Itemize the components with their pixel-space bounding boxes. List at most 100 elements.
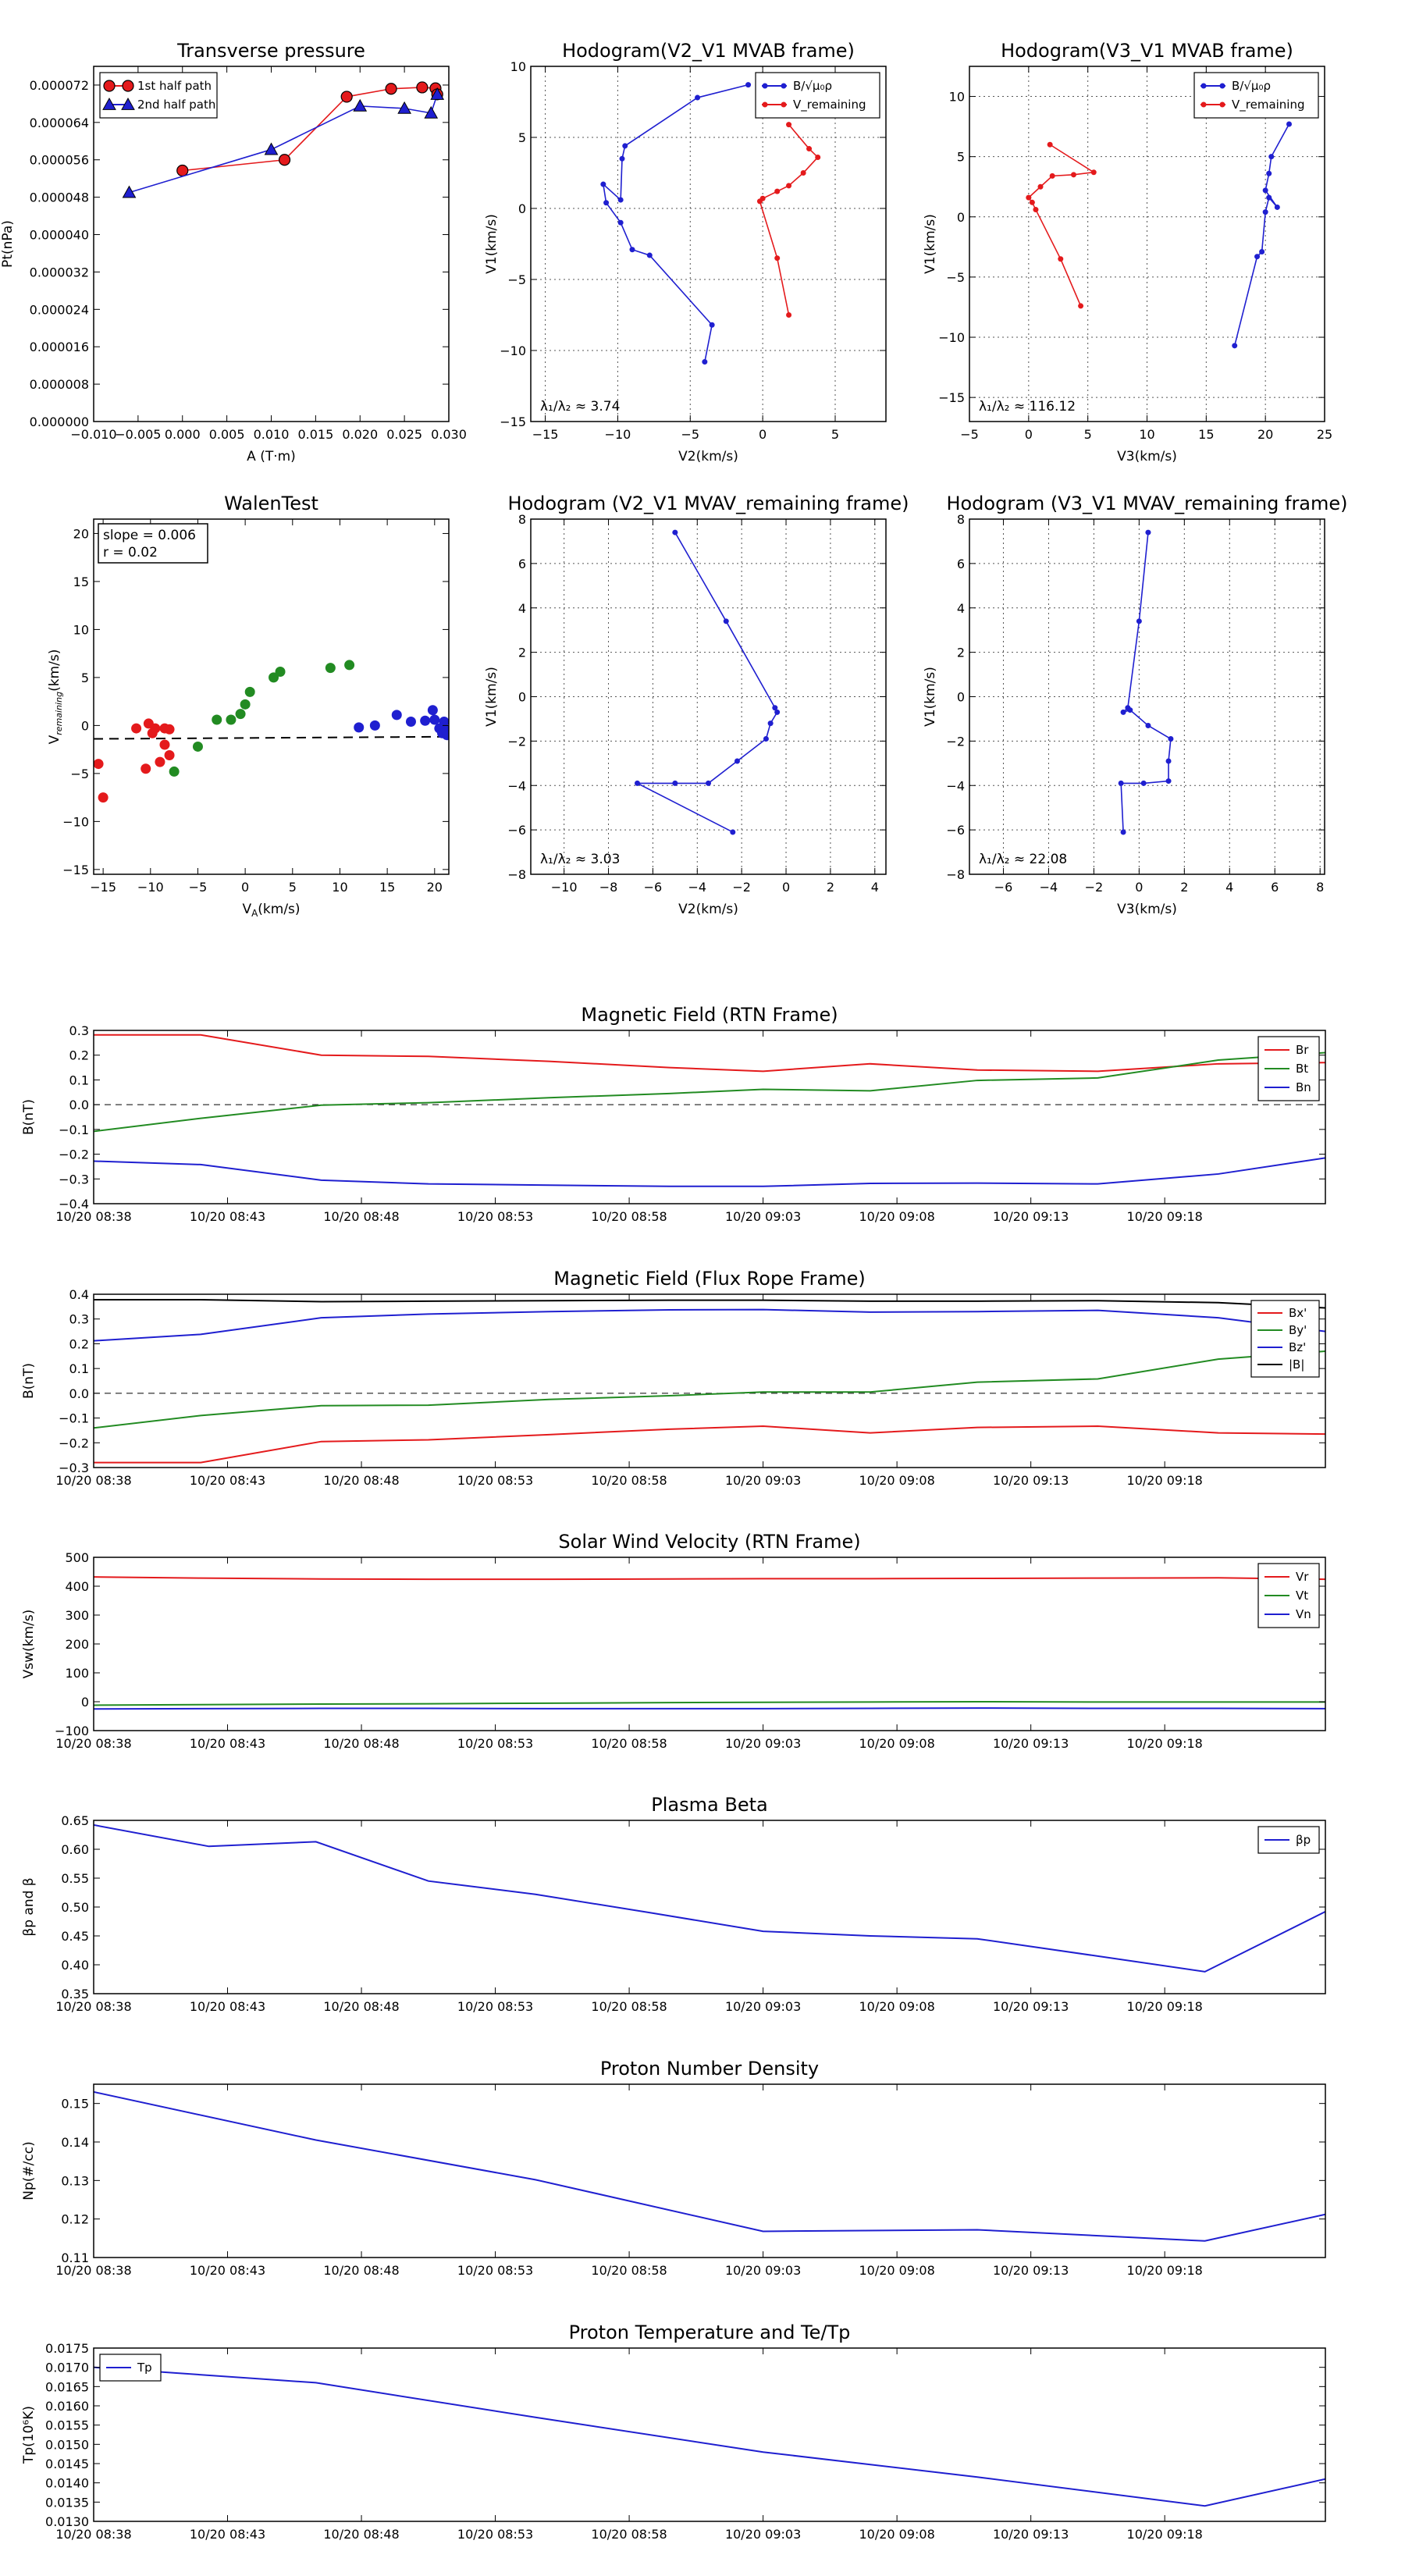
y-tick-label: 0 [957,210,965,225]
x-tick-label: 10/20 09:03 [725,2527,801,2542]
chart-panel: Transverse pressure −0.010−0.005 0.000 0.00… [0,40,467,464]
x-tick-label: 10/20 09:18 [1127,2527,1203,2542]
data-point [1274,204,1280,210]
x-tick-label: 10/20 09:13 [993,1999,1069,2014]
y-tick-label: 5 [518,130,526,145]
legend-marker [1219,83,1225,89]
x-tick-label: 0.005 [209,427,245,442]
x-tick-label: 0 [782,880,790,895]
series-line [94,1350,1325,1429]
chart-panel: WalenTest −15 −10 −5 0 5 10 15 20 −15 −10 −5 0 5 10 15 2… [47,493,450,919]
x-tick-label: −0.010 [70,427,116,442]
y-tick-label: 0.0130 [45,2514,89,2529]
x-tick-label: −15 [532,427,559,442]
y-tick-label: −2 [507,734,526,749]
x-tick-label: 20 [427,880,443,895]
x-tick-label: −5 [960,427,979,442]
x-tick-label: 0 [759,427,767,442]
data-point [439,716,449,727]
y-axis-label: Tp(10⁶K) [21,2406,37,2464]
y-tick-label: −0.2 [59,1147,89,1162]
series-line [94,1308,1325,1342]
y-tick-label: 6 [518,557,526,571]
y-tick-label: −8 [946,867,965,882]
data-point [629,247,635,253]
data-point [391,710,402,720]
y-tick-label: 4 [518,601,526,616]
data-point [430,87,445,100]
chart-title: Hodogram (V3_V1 MVAV_remaining frame) [946,493,1347,514]
legend-marker [762,83,768,89]
data-point [1049,173,1055,179]
y-tick-label: −6 [507,823,526,838]
y-tick-label: 0.0145 [45,2457,89,2471]
legend-label: V_remaining [793,98,866,112]
x-tick-label: 10/20 08:53 [457,2527,533,2542]
x-tick-label: 10/20 08:48 [323,2527,399,2542]
y-tick-label: −5 [507,272,526,287]
series-line [94,1157,1325,1187]
data-point [1029,199,1035,205]
data-point [122,185,137,198]
y-tick-label: 0.000032 [30,265,89,279]
y-axis-label: V1(km/s) [484,667,500,727]
y-tick-label: 0.35 [61,1987,89,2001]
lambda-ratio-label: λ₁/λ₂ ≈ 3.74 [540,399,620,415]
x-tick-label: 10/20 08:53 [457,1736,533,1751]
y-tick-label: −0.1 [59,1411,89,1426]
axes-frame [93,1293,1326,1468]
data-point [786,122,792,128]
data-point [1037,183,1044,190]
x-tick-label: 0.000 [165,427,201,442]
data-point [405,716,416,727]
y-axis-label: V1(km/s) [923,667,938,727]
y-tick-label: 6 [957,557,965,571]
fit-line [94,735,449,740]
data-point [702,359,708,365]
y-tick-label: 0.65 [61,1813,89,1828]
data-point [800,170,806,176]
data-point [1033,207,1039,213]
data-point [1090,169,1097,176]
series-line [94,1298,1325,1309]
x-tick-label: 8 [1316,880,1324,895]
x-tick-label: −15 [90,880,116,895]
x-axis-label: A (T·m) [247,449,296,464]
data-point [672,529,678,535]
legend-label: B/√μ₀ρ [793,79,832,93]
y-tick-label: 0.0160 [45,2399,89,2414]
y-tick-label: −0.3 [59,1461,89,1475]
legend-label: Bn [1296,1080,1311,1094]
y-tick-label: 0 [81,1695,89,1710]
x-tick-label: 10/20 09:18 [1127,1736,1203,1751]
series-line [94,1425,1325,1464]
x-tick-label: 10/20 08:58 [591,1209,667,1224]
data-point [1140,780,1147,786]
y-tick-label: 10 [949,90,965,105]
y-tick-label: −10 [62,814,89,829]
y-tick-label: 0.0155 [45,2418,89,2433]
x-tick-label: 0.030 [431,427,467,442]
y-tick-label: −4 [507,778,526,793]
data-point [1127,707,1133,713]
y-tick-label: 200 [65,1637,89,1652]
data-point [709,322,715,328]
x-tick-label: 10/20 09:08 [859,1999,934,2014]
stats-line: r = 0.02 [103,545,158,560]
x-tick-label: 10/20 09:13 [993,2527,1069,2542]
chart-panel: Magnetic Field (RTN Frame) 10/20 08:38 10/… [21,1004,1326,1224]
legend-marker [122,80,134,92]
series-line [1027,144,1096,307]
y-tick-label: 0.000040 [30,228,89,243]
x-tick-label: 15 [379,880,395,895]
x-tick-label: 10/20 08:43 [190,1736,265,1751]
data-point [772,705,778,711]
y-tick-label: 2 [957,646,965,660]
legend-box [1193,72,1319,119]
y-tick-label: 0 [81,718,89,733]
x-tick-label: 10/20 09:08 [859,2527,934,2542]
chart-title: Magnetic Field (RTN Frame) [581,1004,838,1026]
y-axis-label: Vremaining(km/s) [47,649,64,745]
data-point [235,709,246,720]
plot-area [94,1823,1325,1973]
